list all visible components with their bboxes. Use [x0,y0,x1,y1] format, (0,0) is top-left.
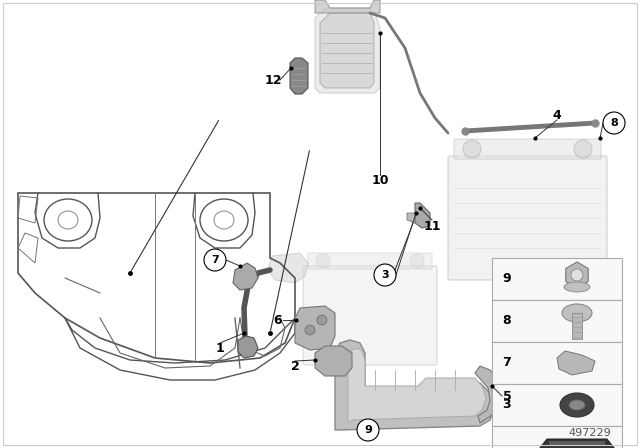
FancyBboxPatch shape [448,156,607,280]
Ellipse shape [564,282,590,292]
Polygon shape [320,13,374,88]
Polygon shape [238,336,258,358]
Text: 12: 12 [264,73,282,86]
Polygon shape [295,306,335,350]
Text: 7: 7 [211,255,219,265]
Text: 9: 9 [364,425,372,435]
Circle shape [374,264,396,286]
Text: 7: 7 [502,357,511,370]
Polygon shape [268,253,308,283]
Text: 10: 10 [371,173,388,186]
Polygon shape [233,263,258,290]
Ellipse shape [562,304,592,322]
Circle shape [305,325,315,335]
Text: 11: 11 [423,220,441,233]
Ellipse shape [58,211,78,229]
Polygon shape [407,213,415,223]
Polygon shape [290,58,308,94]
Circle shape [571,269,583,281]
Ellipse shape [214,211,234,229]
Ellipse shape [44,199,92,241]
Bar [492,384,622,426]
Ellipse shape [200,199,248,241]
Polygon shape [315,346,352,376]
Circle shape [317,315,327,325]
Text: 1: 1 [216,341,225,354]
Circle shape [463,140,481,158]
Bar [492,426,622,448]
Text: 497229: 497229 [568,428,611,438]
Bar [492,258,622,300]
Polygon shape [348,348,486,423]
Polygon shape [335,340,495,430]
Text: 2: 2 [291,359,300,372]
Polygon shape [557,351,595,375]
Polygon shape [315,0,380,13]
Text: 6: 6 [274,314,282,327]
Text: 4: 4 [552,108,561,121]
FancyBboxPatch shape [454,139,601,159]
Text: 3: 3 [502,399,511,412]
Ellipse shape [569,400,585,410]
Polygon shape [415,203,430,228]
Ellipse shape [560,393,594,417]
Polygon shape [539,439,615,448]
Polygon shape [315,8,380,93]
Polygon shape [475,366,500,423]
Circle shape [574,140,592,158]
Polygon shape [549,441,605,445]
Text: 8: 8 [502,314,511,327]
Circle shape [603,112,625,134]
Circle shape [204,249,226,271]
Circle shape [316,254,330,268]
Text: 5: 5 [502,389,511,402]
Circle shape [357,419,379,441]
Bar [492,300,622,342]
FancyBboxPatch shape [308,253,432,269]
Bar [572,313,582,339]
Circle shape [410,254,424,268]
Bar [492,342,622,384]
Text: 3: 3 [381,270,389,280]
FancyBboxPatch shape [303,266,437,365]
Text: 8: 8 [610,118,618,128]
Text: 9: 9 [502,272,511,285]
